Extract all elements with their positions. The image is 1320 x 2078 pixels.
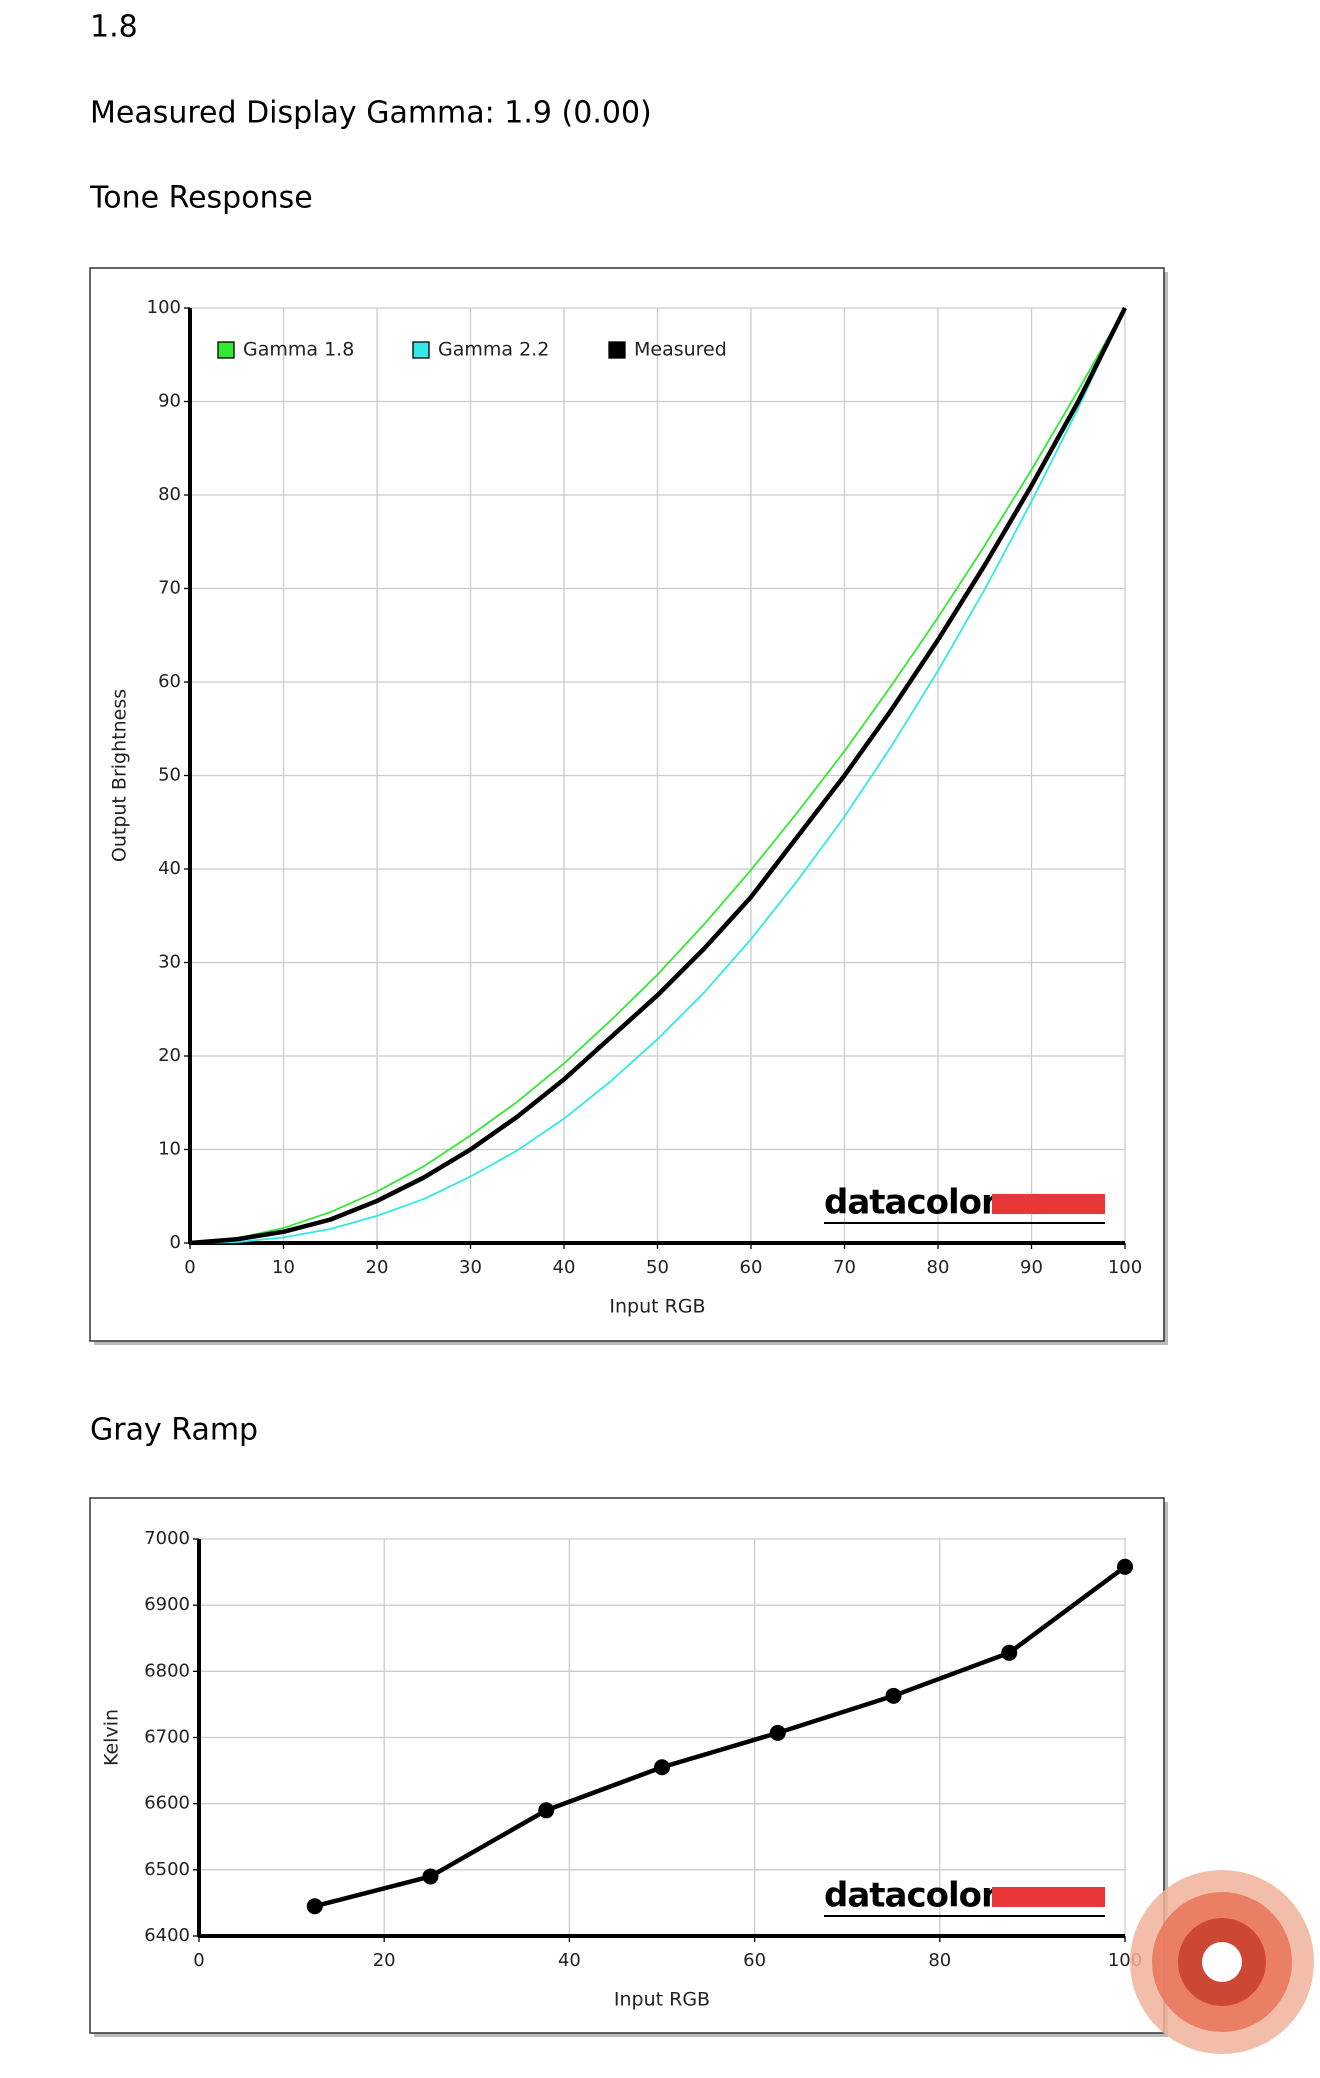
watermark-bar [992, 1194, 1105, 1214]
y-tick-label: 6800 [144, 1660, 190, 1681]
y-tick-label: 40 [158, 858, 181, 879]
data-point [422, 1868, 439, 1885]
y-tick-label: 6400 [144, 1925, 190, 1946]
data-point [1117, 1558, 1133, 1575]
y-tick-label: 6900 [144, 1594, 190, 1615]
watermark: datacolor [824, 1183, 998, 1223]
x-tick-label: 30 [459, 1257, 482, 1278]
x-tick-label: 60 [743, 1950, 766, 1971]
y-tick-label: 80 [158, 484, 181, 505]
series-line [189, 306, 1128, 1246]
y-tick-label: 30 [158, 952, 181, 973]
data-point [538, 1802, 555, 1819]
legend-label: Gamma 1.8 [243, 339, 354, 361]
chart-frame [89, 267, 1165, 1342]
y-tick-label: 50 [158, 765, 181, 786]
measured-gamma: Measured Display Gamma: 1.9 (0.00) [90, 96, 652, 131]
series-line [314, 1564, 1127, 1909]
data-point [885, 1687, 902, 1704]
y-tick-label: 90 [158, 391, 181, 412]
x-tick-label: 50 [646, 1257, 669, 1278]
chart-frame [89, 1497, 1165, 2034]
x-tick-label: 0 [193, 1950, 204, 1971]
x-tick-label: 0 [184, 1257, 195, 1278]
chart-title: Gray Ramp [90, 1413, 258, 1448]
chart-title: Tone Response [89, 181, 313, 216]
x-axis-title: Input RGB [614, 1989, 710, 2011]
x-tick-label: 80 [927, 1257, 950, 1278]
legend-label: Gamma 2.2 [438, 339, 549, 361]
x-tick-label: 20 [366, 1257, 389, 1278]
x-tick-label: 80 [928, 1950, 951, 1971]
y-tick-label: 7000 [144, 1528, 190, 1549]
data-point [654, 1759, 670, 1776]
y-tick-label: 6600 [144, 1793, 190, 1814]
x-tick-label: 40 [553, 1257, 576, 1278]
y-axis-title: Output Brightness [109, 689, 131, 862]
legend-swatch [608, 341, 626, 359]
x-tick-label: 100 [1108, 1257, 1142, 1278]
data-point [1001, 1644, 1018, 1661]
y-tick-label: 0 [170, 1232, 181, 1253]
y-tick-label: 60 [158, 671, 181, 692]
series-line [189, 307, 1126, 1244]
y-tick-label: 100 [147, 297, 181, 318]
y-tick-label: 10 [158, 1139, 181, 1160]
x-axis-title: Input RGB [609, 1296, 705, 1318]
y-tick-label: 20 [158, 1045, 181, 1066]
y-tick-label: 6700 [144, 1727, 190, 1748]
series-line [189, 307, 1126, 1244]
legend-swatch [412, 341, 430, 359]
x-tick-label: 40 [558, 1950, 581, 1971]
legend-label: Measured [634, 339, 727, 361]
data-point [769, 1724, 786, 1741]
x-tick-label: 20 [373, 1950, 396, 1971]
x-tick-label: 10 [272, 1257, 295, 1278]
legend-swatch [217, 341, 235, 359]
y-tick-label: 70 [158, 578, 181, 599]
y-axis-title: Kelvin [101, 1709, 123, 1766]
watermark: datacolor [824, 1876, 998, 1916]
x-tick-label: 90 [1020, 1257, 1043, 1278]
x-tick-label: 60 [740, 1257, 763, 1278]
x-tick-label: 70 [833, 1257, 856, 1278]
site-logo [1130, 1870, 1314, 2054]
gamma-target: 1.8 [90, 10, 138, 45]
data-point [306, 1898, 323, 1915]
y-tick-label: 6500 [144, 1859, 190, 1880]
watermark-bar [992, 1887, 1105, 1907]
